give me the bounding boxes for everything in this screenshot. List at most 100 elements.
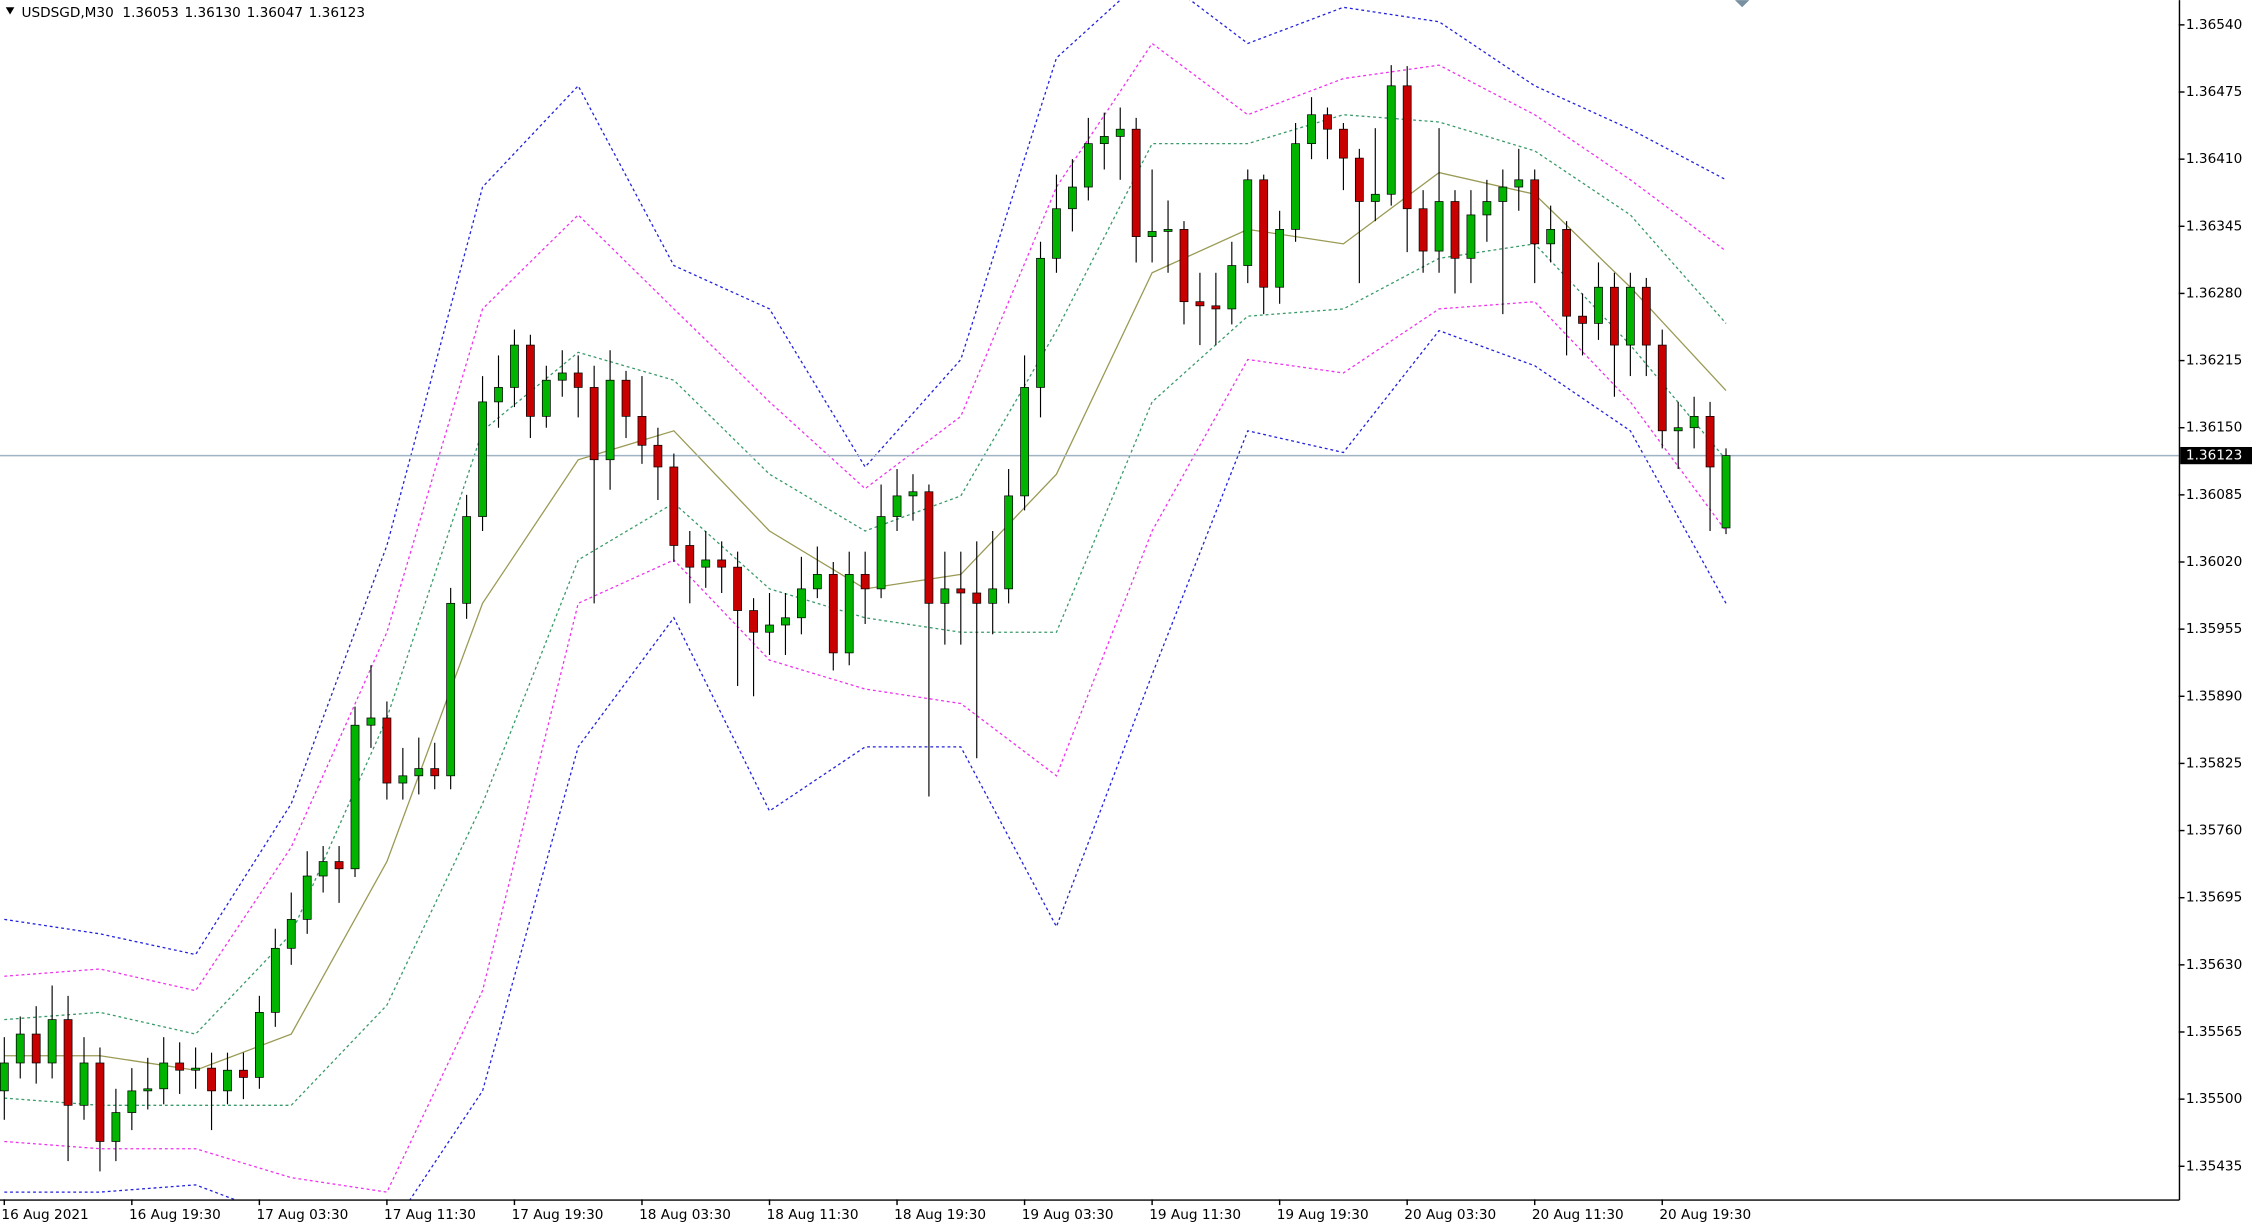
x-tick-label: 17 Aug 11:30	[384, 1207, 476, 1223]
candle-body	[1402, 85, 1412, 210]
candle-body	[1211, 305, 1221, 310]
candle-body	[1562, 229, 1571, 317]
candle-body	[398, 775, 408, 784]
candle-body	[1514, 179, 1524, 188]
y-tick-label: 1.35630	[2186, 957, 2242, 973]
y-tick-label: 1.36475	[2186, 84, 2242, 100]
price-tag-box	[2180, 446, 2252, 465]
x-tick-label: 19 Aug 11:30	[1149, 1207, 1241, 1223]
candle-body	[1657, 344, 1667, 432]
candle-body	[366, 717, 376, 726]
candle-body	[270, 947, 280, 1013]
y-tick-label: 1.36540	[2186, 17, 2242, 33]
candle-body	[797, 588, 806, 619]
band-line	[4, 42, 1727, 992]
candle-body	[573, 372, 583, 388]
y-tick-label: 1.36085	[2186, 487, 2242, 503]
candle-body	[1673, 427, 1683, 432]
candle-body	[1291, 143, 1300, 230]
candle-body	[1610, 286, 1619, 346]
candle-body	[1450, 201, 1460, 259]
candle-body	[1307, 114, 1316, 145]
shift-marker	[1734, 0, 1750, 8]
candle-body	[892, 495, 902, 517]
y-tick-label: 1.36020	[2186, 554, 2242, 570]
candle-body	[302, 875, 312, 920]
y-tick-label: 1.35500	[2186, 1091, 2242, 1107]
candle-body	[749, 610, 758, 633]
candle-body	[1195, 301, 1205, 307]
y-tick-label: 1.35565	[2186, 1024, 2242, 1040]
x-tick-label: 19 Aug 19:30	[1277, 1207, 1369, 1223]
y-tick-label: 1.36410	[2186, 151, 2242, 167]
candle-body	[1131, 128, 1141, 237]
candle-body	[1323, 114, 1332, 130]
y-tick-label: 1.35760	[2186, 823, 2242, 839]
y-tick-label: 1.35435	[2186, 1158, 2242, 1174]
candle-body	[1370, 193, 1380, 202]
candle-body	[318, 861, 328, 877]
candle-body	[1068, 186, 1077, 210]
candle-body	[557, 372, 567, 381]
candle-body	[1036, 257, 1045, 388]
candle-body	[1689, 415, 1699, 429]
candle-body	[478, 401, 487, 517]
candle-body	[1386, 85, 1396, 195]
candle-body	[812, 574, 822, 590]
high-label: 1.36130	[184, 5, 240, 21]
candle-body	[828, 574, 838, 654]
price-tag: 1.36123	[2186, 448, 2242, 464]
candle-body	[494, 387, 503, 403]
candle-body	[940, 588, 950, 604]
candle-body	[733, 566, 743, 611]
candle-body	[1243, 179, 1253, 266]
candle-body	[685, 545, 695, 568]
candle-body	[701, 559, 711, 568]
candle-body	[717, 559, 727, 568]
candle-body	[589, 387, 599, 461]
header: USDSGD,M30 1.36053 1.36130 1.36047 1.36123	[22, 5, 365, 21]
close-label: 1.36123	[309, 5, 365, 21]
candle-body	[1482, 201, 1492, 216]
candle-body	[95, 1062, 105, 1142]
x-tick-label: 17 Aug 19:30	[512, 1207, 604, 1223]
candle-body	[1004, 495, 1014, 590]
candle-body	[844, 574, 854, 654]
band-line	[4, 114, 1727, 1035]
symbol-title: USDSGD,M30	[22, 5, 114, 21]
candle-body	[765, 624, 774, 633]
band-line	[4, 329, 1727, 1200]
candle-body	[541, 379, 551, 417]
x-tick-label: 18 Aug 19:30	[894, 1207, 986, 1223]
x-tick-label: 19 Aug 03:30	[1022, 1207, 1114, 1223]
candle-body	[1115, 128, 1125, 137]
candle-body	[637, 415, 647, 446]
menu-arrow[interactable]	[5, 7, 15, 15]
candle-body	[127, 1090, 137, 1113]
candle-body	[525, 344, 535, 417]
candle-body	[239, 1069, 248, 1078]
open-label: 1.36053	[122, 5, 178, 21]
y-tick-label: 1.35695	[2186, 890, 2242, 906]
candle-body	[1099, 136, 1109, 145]
x-tick-label: 17 Aug 03:30	[256, 1207, 348, 1223]
candle-body	[111, 1112, 121, 1142]
candle-body	[621, 379, 631, 417]
candle-body	[1578, 315, 1587, 324]
candle-body	[988, 588, 998, 604]
candle-body	[350, 724, 360, 870]
candle-body	[159, 1062, 169, 1090]
x-tick-label: 16 Aug 2021	[1, 1207, 88, 1223]
candle-body	[956, 588, 966, 594]
x-tick-label: 20 Aug 11:30	[1532, 1207, 1624, 1223]
candle-body	[924, 491, 934, 604]
candle-body	[1227, 265, 1237, 310]
candle-body	[31, 1033, 41, 1064]
candle-body	[860, 574, 870, 590]
candle-body	[972, 592, 982, 604]
candle-body	[1418, 208, 1428, 252]
candle-body	[175, 1062, 185, 1071]
